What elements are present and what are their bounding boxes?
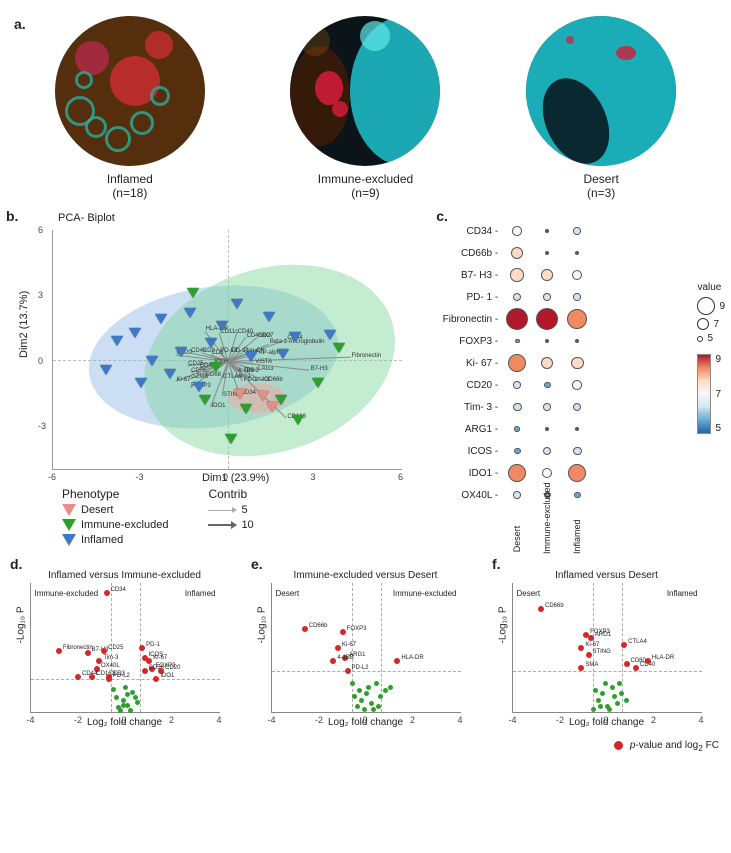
vol-e-left: Desert — [276, 589, 300, 598]
legend-desert: Desert — [81, 504, 113, 516]
pca-biplot: HLA-DRCD11cCD40CD45ROCD27CD44Beta 2-micr… — [52, 230, 402, 470]
contrib-10: 10 — [241, 519, 253, 531]
pca-ylabel: Dim2 (13.7%) — [18, 291, 30, 358]
vol-d-left: Immune-excluded — [35, 589, 99, 598]
panel-d-label: d. — [10, 556, 22, 572]
pca-title: PCA- Biplot — [58, 212, 115, 224]
panel-f-label: f. — [492, 556, 501, 572]
volcano-e: -Log₁₀ P Desert Immune-excluded CD66bFOX… — [271, 583, 461, 713]
panel-c: c. CD34 -CD66b -B7- H3 -PD- 1 -Fibronect… — [440, 212, 719, 552]
panel-b-label: b. — [6, 208, 18, 224]
panel-f: f. Inflamed versus Desert -Log₁₀ P Deser… — [494, 570, 719, 728]
panel-e: e. Immune-excluded versus Desert -Log₁₀ … — [253, 570, 478, 728]
volcano-f: -Log₁₀ P Desert Inflamed CD66bFOXP3ARG1K… — [512, 583, 702, 713]
panel-c-label: c. — [436, 208, 448, 224]
dot-plot: CD34 -CD66b -B7- H3 -PD- 1 -Fibronectin … — [502, 220, 719, 506]
panel-e-label: e. — [251, 556, 263, 572]
vol-ylabel: -Log₁₀ P — [15, 606, 26, 643]
panel-a-label: a. — [14, 16, 26, 32]
legend-inflamed: Inflamed — [81, 534, 123, 546]
vol-ylabel: -Log₁₀ P — [256, 606, 267, 643]
red-dot-icon — [614, 741, 623, 750]
panel-a: Inflamed(n=18)Immune-excluded(n=9)Desert… — [12, 16, 719, 200]
volcano-e-title: Immune-excluded versus Desert — [253, 570, 478, 581]
vol-e-right: Immune-excluded — [393, 589, 457, 598]
legend-phenotype-title: Phenotype — [62, 487, 168, 501]
dot-plot-col-labels: DesertImmune-excludedInflamed — [502, 506, 719, 516]
panel-d: d. Inflamed versus Immune-excluded -Log₁… — [12, 570, 237, 728]
volcano-d: -Log₁₀ P Immune-excluded Inflamed CD34Fi… — [30, 583, 220, 713]
pca-legend: Phenotype Desert Immune-excluded Inflame… — [62, 487, 254, 546]
legend-contrib-title: Contrib — [208, 487, 253, 501]
volcano-f-title: Inflamed versus Desert — [494, 570, 719, 581]
panel-b: b. PCA- Biplot HLA-DRCD11cCD40CD45ROCD27… — [12, 212, 440, 552]
contrib-5: 5 — [241, 504, 247, 516]
dot-legend: value 975 975 — [697, 282, 725, 434]
value-label: value — [697, 282, 725, 293]
pca-xlabel: Dim1 (23.9%) — [202, 472, 269, 484]
bottom-legend: p-value and log2 FC — [12, 740, 719, 753]
legend-text: -value and log2 FC — [635, 740, 719, 751]
vol-f-right: Inflamed — [667, 589, 698, 598]
volcano-d-title: Inflamed versus Immune-excluded — [12, 570, 237, 581]
legend-immune-excluded: Immune-excluded — [81, 519, 168, 531]
vol-d-right: Inflamed — [185, 589, 216, 598]
vol-ylabel: -Log₁₀ P — [497, 606, 508, 643]
vol-f-left: Desert — [517, 589, 541, 598]
